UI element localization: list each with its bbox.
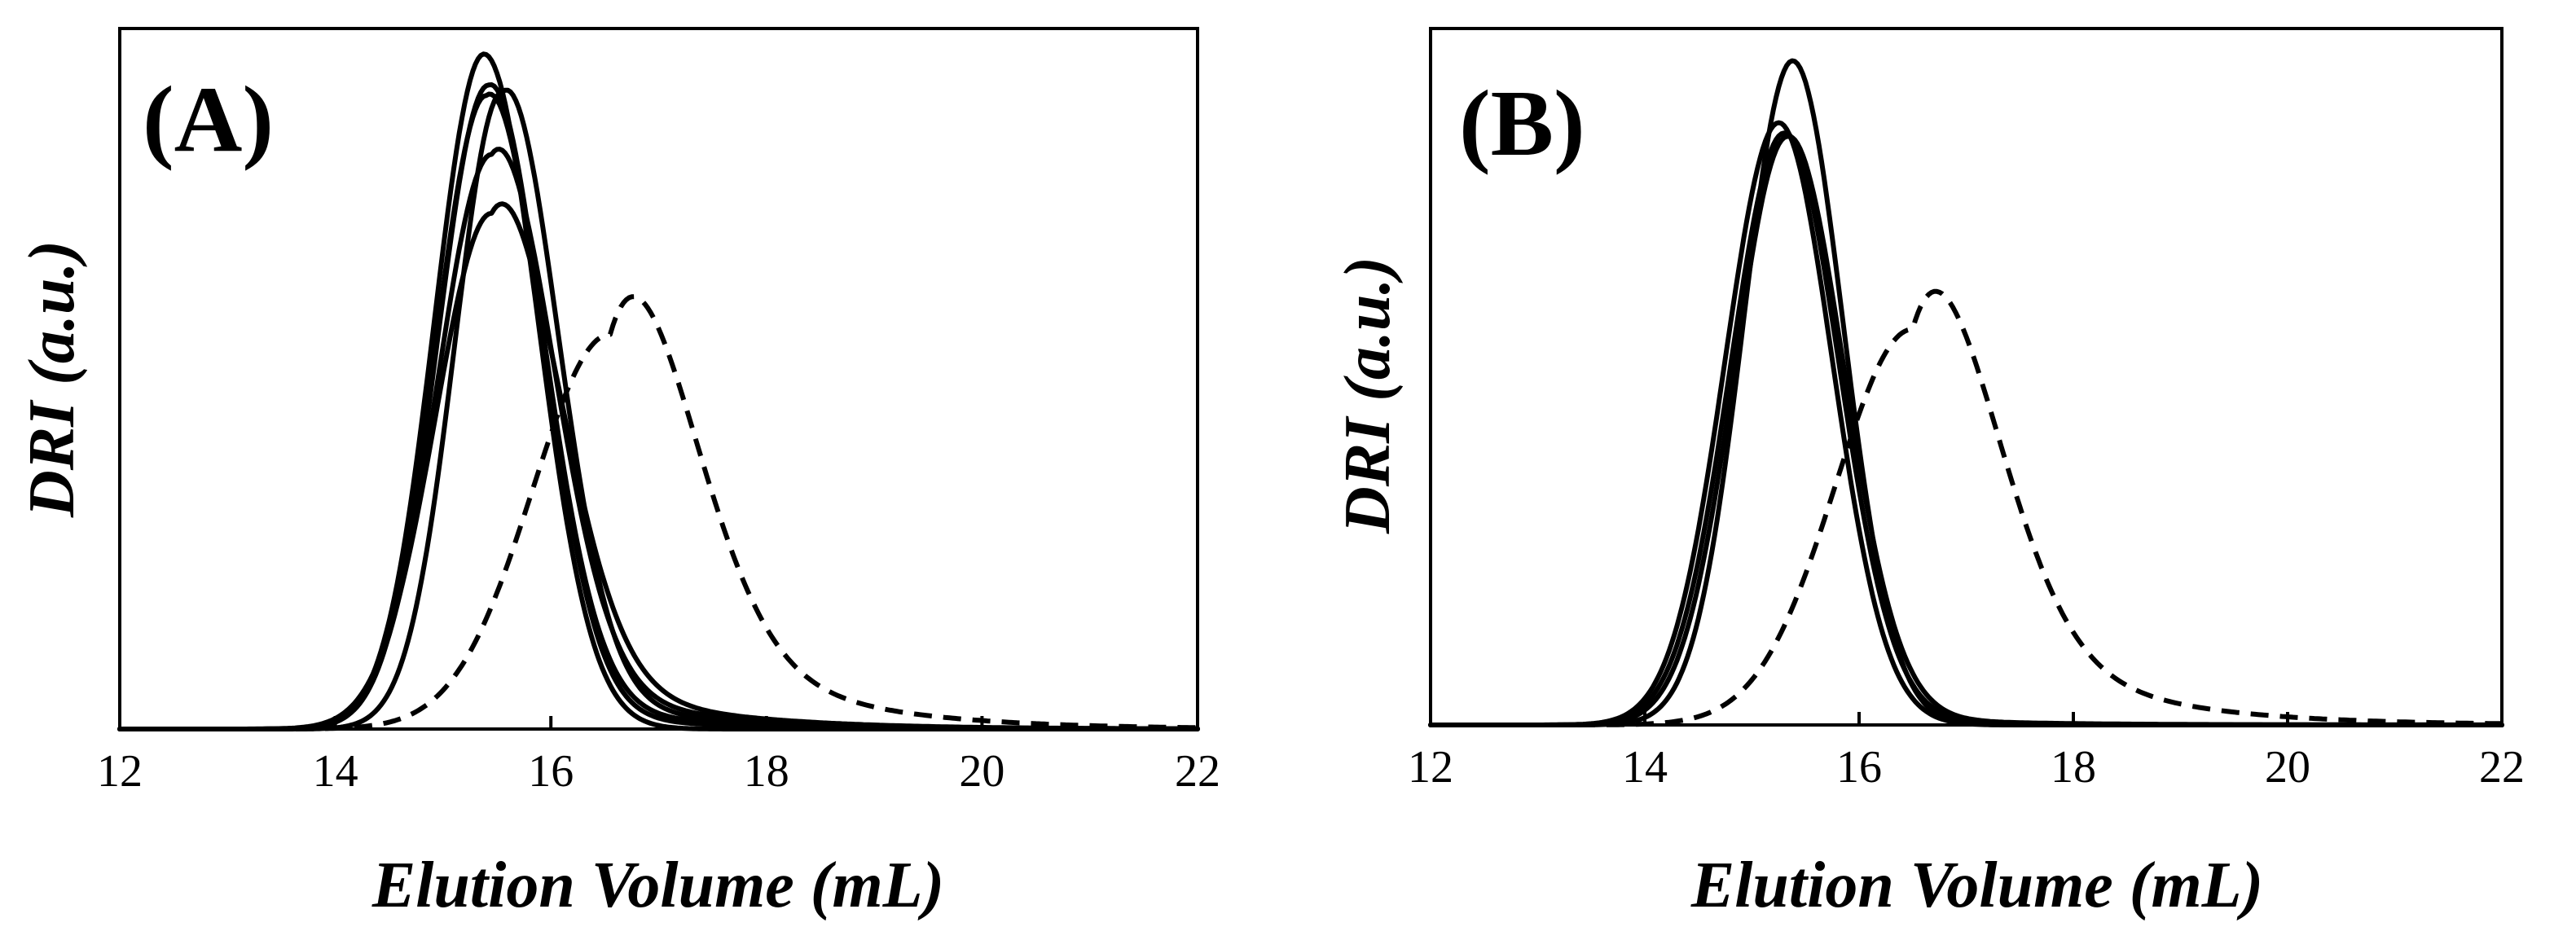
- plot-frame-a: [118, 27, 1199, 731]
- series-solid-4-b: [1428, 134, 2504, 727]
- x-axis-title-a: Elution Volume (mL): [371, 850, 944, 921]
- chart-a-svg: 12 14 16 18 20 22 (A) DRI (a.u.) Elution Volu…: [16, 27, 1220, 921]
- x-tick-label-14-b: 14: [1622, 742, 1668, 793]
- x-tick-label-16-a: 16: [528, 746, 574, 797]
- panel-label-b: (B): [1459, 72, 1585, 176]
- series-dashed-b: [1431, 288, 2503, 727]
- series-solid-4-a: [117, 87, 1200, 731]
- x-tick-label-22-a: 22: [1175, 746, 1220, 797]
- plot-frame-b: [1429, 27, 2503, 727]
- x-axis-title-b: Elution Volume (mL): [1690, 850, 2263, 921]
- series-solid-5-a: [117, 147, 1200, 731]
- series-solid-1-a: [117, 51, 1200, 731]
- series-solid-1-b: [1428, 58, 2504, 727]
- series-solid-2-a: [117, 82, 1200, 731]
- chart-b-svg: 12 14 16 18 20 22 (B) DRI (a.u.) Elution Volu…: [1332, 27, 2525, 921]
- x-tick-label-18-b: 18: [2051, 742, 2096, 793]
- y-axis-title-a: DRI (a.u.): [16, 240, 88, 518]
- x-tick-label-22-b: 22: [2479, 742, 2525, 793]
- series-solid-3-b: [1428, 130, 2504, 727]
- x-tick-label-18-a: 18: [744, 746, 789, 797]
- series-solid-3-a: [117, 91, 1200, 731]
- chart-panel-a: 12 14 16 18 20 22 (A) DRI (a.u.) Elution Volu…: [16, 27, 1220, 921]
- y-axis-title-b: DRI (a.u.): [1332, 257, 1404, 534]
- x-tick-label-16-b: 16: [1836, 742, 1882, 793]
- series-solid-6-a: [117, 201, 1200, 731]
- x-tick-label-12-a: 12: [97, 746, 143, 797]
- series-dashed-a: [120, 294, 1198, 731]
- x-tick-label-14-a: 14: [313, 746, 358, 797]
- chart-panel-b: 12 14 16 18 20 22 (B) DRI (a.u.) Elution Volu…: [1288, 0, 2576, 940]
- series-solid-2-b: [1428, 120, 2504, 727]
- x-tick-label-20-b: 20: [2265, 742, 2310, 793]
- x-tick-label-20-a: 20: [959, 746, 1004, 797]
- panel-label-a: (A): [143, 68, 274, 172]
- x-tick-label-12-b: 12: [1408, 742, 1453, 793]
